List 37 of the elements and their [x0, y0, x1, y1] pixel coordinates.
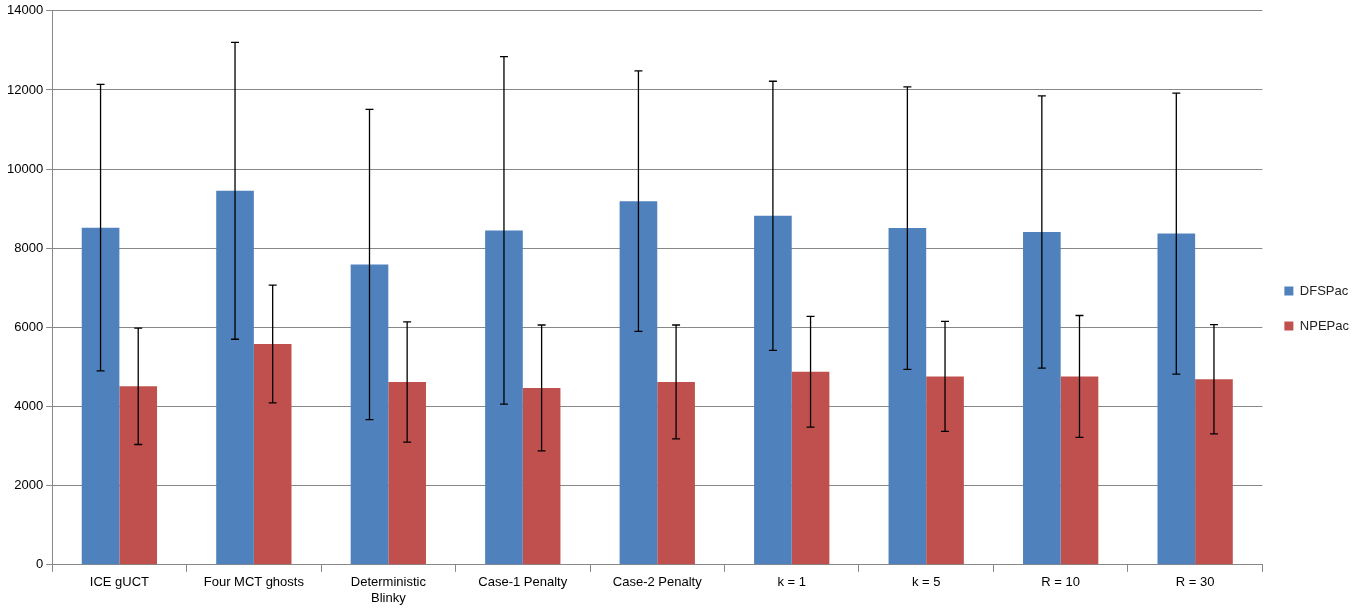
bar: [1157, 233, 1196, 565]
bar: [522, 387, 561, 565]
x-tick-label: R = 30: [1175, 574, 1215, 590]
bar: [216, 190, 254, 565]
legend-label: DFSPac: [1299, 282, 1349, 298]
bar: [926, 376, 964, 565]
y-tick-label: 4000: [14, 398, 44, 414]
x-tick-label: R = 10: [1041, 574, 1080, 590]
y-tick-label: 6000: [14, 318, 44, 334]
bar: [888, 228, 927, 565]
bar: [119, 386, 158, 565]
bar: [485, 230, 523, 565]
bar: [619, 201, 658, 565]
y-tick-label: 8000: [14, 239, 44, 255]
bar: [1195, 379, 1233, 565]
y-tick-label: 10000: [6, 160, 44, 176]
legend-label: NPEPac: [1299, 317, 1350, 333]
x-tick-label: Four MCT ghosts: [203, 574, 305, 590]
bar: [1060, 376, 1099, 565]
bar: [657, 381, 695, 565]
x-tick-label: Case-1 Penalty: [478, 574, 568, 590]
bar: [388, 381, 426, 565]
y-tick-label: 0: [35, 556, 44, 572]
x-tick-label: k = 1: [777, 574, 806, 590]
y-tick-label: 14000: [6, 2, 44, 18]
bar: [1023, 232, 1061, 565]
y-tick-label: 12000: [6, 81, 44, 97]
x-tick-label: ICE gUCT: [89, 574, 150, 590]
bar: [754, 215, 792, 565]
bar: [791, 371, 830, 565]
y-tick-label: 2000: [14, 477, 44, 493]
x-tick-label: k = 5: [911, 574, 941, 590]
bar: [81, 227, 120, 565]
bar: [350, 264, 389, 565]
x-tick-label: Case-2 Penalty: [612, 574, 703, 590]
bar: [253, 343, 292, 565]
x-tick-label: Deterministic Blinky: [350, 574, 427, 605]
